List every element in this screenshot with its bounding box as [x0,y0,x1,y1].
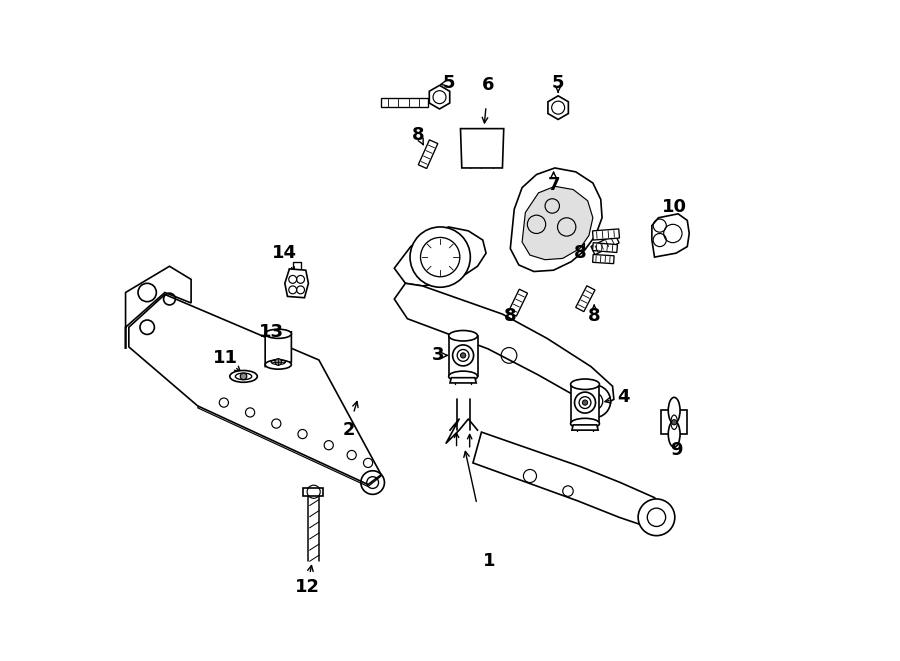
Polygon shape [522,186,593,260]
Polygon shape [382,98,427,107]
Polygon shape [576,286,595,311]
Text: 8: 8 [504,307,517,325]
Polygon shape [592,254,614,264]
Text: 6: 6 [482,76,494,94]
Polygon shape [429,85,450,109]
Polygon shape [303,488,323,496]
Polygon shape [508,289,527,316]
Ellipse shape [449,330,478,341]
Text: 5: 5 [443,74,454,92]
Polygon shape [394,284,614,408]
Circle shape [275,359,282,366]
Text: 13: 13 [259,323,284,341]
Text: 12: 12 [294,578,320,596]
Ellipse shape [230,370,257,382]
Polygon shape [394,227,486,286]
Polygon shape [591,235,619,254]
Ellipse shape [571,418,599,429]
Text: 7: 7 [547,176,560,194]
Text: 14: 14 [273,244,297,262]
Circle shape [240,373,247,379]
Polygon shape [450,377,476,383]
Text: 9: 9 [670,441,682,459]
Text: 8: 8 [573,244,586,262]
Circle shape [410,227,471,288]
Polygon shape [198,397,382,486]
Polygon shape [461,129,504,168]
Text: 5: 5 [552,74,564,92]
Text: 8: 8 [412,126,425,144]
Ellipse shape [449,371,478,381]
Ellipse shape [571,379,599,389]
Polygon shape [571,384,599,424]
Polygon shape [548,96,569,120]
Text: 8: 8 [588,307,600,325]
Text: 11: 11 [213,349,238,367]
Polygon shape [662,410,688,434]
Polygon shape [592,229,619,240]
Circle shape [461,353,465,358]
Polygon shape [126,266,191,349]
Text: 4: 4 [616,389,629,407]
Text: 3: 3 [432,346,445,364]
Text: 10: 10 [662,198,687,216]
Circle shape [671,420,677,425]
Circle shape [578,385,610,418]
Polygon shape [266,332,292,367]
Polygon shape [592,243,617,253]
Text: 2: 2 [342,421,355,439]
Circle shape [638,499,675,535]
Polygon shape [284,269,309,297]
Polygon shape [418,140,437,169]
Polygon shape [472,432,666,528]
Text: 1: 1 [483,552,496,570]
Polygon shape [572,425,598,430]
Polygon shape [449,336,478,376]
Circle shape [582,400,588,405]
Ellipse shape [669,421,680,447]
Ellipse shape [266,360,292,369]
Polygon shape [510,168,602,272]
Ellipse shape [266,329,292,338]
Polygon shape [652,214,689,257]
Ellipse shape [669,397,680,424]
Polygon shape [129,294,382,485]
